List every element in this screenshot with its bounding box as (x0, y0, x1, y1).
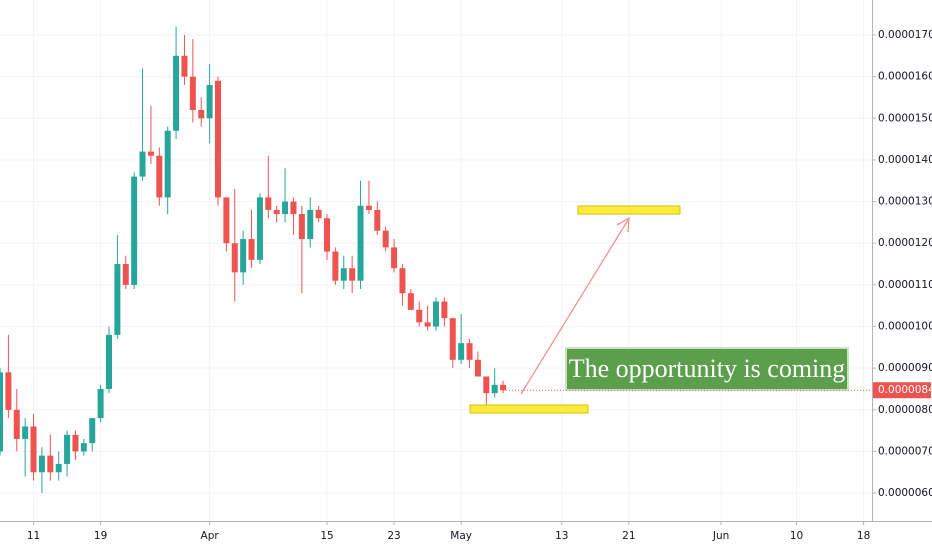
candle-body (340, 268, 347, 281)
candle-body (290, 201, 297, 215)
x-tick-label: 23 (387, 530, 400, 542)
candle-body (156, 155, 163, 198)
candle-body (147, 151, 154, 156)
candle-body (215, 80, 221, 198)
last-price-box (873, 382, 931, 399)
candle-body (206, 84, 213, 119)
x-tick-label: 13 (555, 530, 568, 542)
candle-body (114, 264, 121, 335)
candle-body (5, 372, 12, 410)
candle-body (30, 426, 37, 473)
candle-body (382, 230, 389, 248)
candle-body (416, 309, 423, 323)
candle-body (189, 76, 196, 110)
candle-body (298, 214, 305, 240)
candle-body (64, 434, 71, 464)
candle-body (198, 109, 205, 119)
candle-body (282, 201, 289, 215)
grid (0, 0, 872, 521)
last-price-label: 0.00000847 (878, 384, 932, 396)
x-tick-label: May (450, 530, 472, 542)
candle-body (181, 55, 188, 77)
arrow-shaft (520, 219, 629, 395)
candle-body (97, 388, 104, 419)
x-tick-label: Apr (201, 530, 220, 542)
candle-body (424, 322, 431, 327)
x-tick-label: Jun (712, 530, 729, 542)
candle-body (38, 455, 45, 473)
candle-body (248, 239, 255, 260)
candle-body (441, 301, 448, 319)
candle-body (256, 197, 263, 260)
candle-body (466, 343, 473, 360)
candle-body (106, 334, 112, 389)
candle-body (483, 376, 490, 394)
annotation-text: The opportunity is coming (569, 354, 846, 383)
target-zone (577, 205, 681, 215)
x-tick-label: 11 (27, 530, 40, 542)
candle-body (55, 463, 62, 473)
candle-body (307, 209, 314, 240)
candle-body (349, 268, 356, 281)
candle-body (365, 205, 372, 210)
x-tick-label: 18 (857, 530, 870, 542)
candle-body (80, 443, 87, 452)
candle-body (491, 384, 498, 394)
support-zone (469, 404, 589, 414)
candle-body (223, 197, 230, 244)
candle-body (315, 209, 322, 219)
candle-body (332, 251, 339, 281)
candle-body (89, 418, 96, 444)
candle-body (265, 197, 272, 210)
candle-body (449, 318, 456, 360)
candle-body (391, 247, 398, 269)
x-tick-label: 15 (320, 530, 333, 542)
y-tick-label: 0.00001700 (878, 29, 932, 41)
candle-body (173, 55, 180, 131)
candle-body (433, 301, 439, 327)
candle-body (273, 209, 280, 215)
candle-body (139, 151, 146, 177)
candle-body (500, 384, 507, 391)
candle-body (458, 343, 465, 360)
annotation-box (565, 347, 849, 391)
candle-body (231, 243, 238, 273)
candle-body (72, 434, 79, 452)
candle-body (131, 176, 138, 285)
candle-body (399, 268, 406, 294)
candle-body (47, 455, 54, 473)
candle-body (374, 209, 381, 231)
candle-body (122, 264, 129, 285)
candle-body (0, 372, 3, 452)
candle-body (474, 359, 481, 377)
candles (0, 26, 507, 494)
candle-body (22, 426, 29, 439)
candle-body (407, 293, 414, 310)
arrow-head (616, 216, 630, 233)
candle-body (13, 409, 20, 439)
candle-body (357, 205, 364, 281)
candle-body (164, 130, 171, 198)
x-tick-label: 21 (622, 530, 635, 542)
candle-body (240, 239, 247, 273)
x-tick-label: 10 (790, 530, 803, 542)
candle-body (324, 218, 330, 252)
x-tick-label: 19 (94, 530, 107, 542)
